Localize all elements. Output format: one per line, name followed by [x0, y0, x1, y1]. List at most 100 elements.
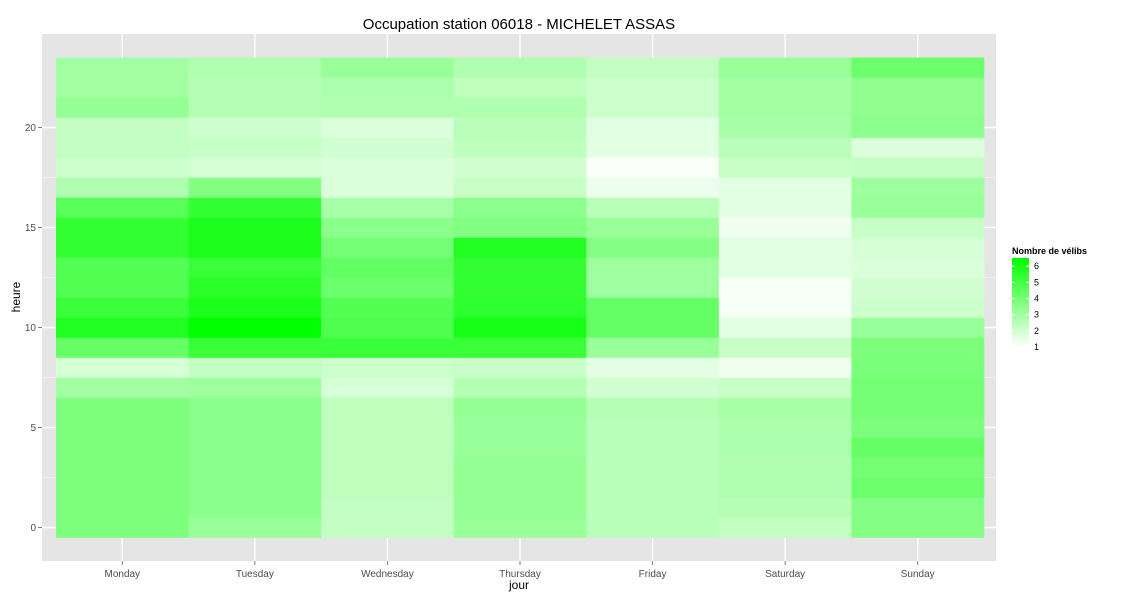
heatmap-tile	[718, 477, 852, 498]
heatmap-tiles	[56, 57, 985, 538]
heatmap-tile	[56, 117, 189, 138]
heatmap-tile	[851, 57, 985, 78]
x-tick-label: Wednesday	[361, 569, 414, 580]
heatmap-tile	[453, 397, 587, 418]
heatmap-tile	[56, 397, 189, 418]
legend-label: 1	[1034, 342, 1039, 352]
legend-label: 4	[1034, 293, 1039, 303]
heatmap-tile	[718, 117, 852, 138]
heatmap-tile	[321, 357, 455, 378]
heatmap-tile	[321, 157, 455, 178]
heatmap-tile	[851, 357, 985, 378]
heatmap-tile	[586, 357, 720, 378]
heatmap-tile	[718, 517, 852, 538]
heatmap-tile	[718, 297, 852, 318]
heatmap-tile	[453, 177, 587, 198]
heatmap-tile	[188, 77, 322, 98]
heatmap-tile	[56, 197, 189, 218]
heatmap-tile	[188, 337, 322, 358]
heatmap-tile	[586, 317, 720, 338]
heatmap-tile	[586, 237, 720, 258]
heatmap-tile	[453, 217, 587, 238]
heatmap-tile	[586, 277, 720, 298]
heatmap-tile	[188, 497, 322, 518]
x-tick-label: Monday	[104, 569, 140, 580]
heatmap-tile	[321, 137, 455, 158]
heatmap-tile	[321, 337, 455, 358]
legend-label: 6	[1034, 261, 1039, 271]
heatmap-tile	[188, 157, 322, 178]
heatmap-tile	[851, 277, 985, 298]
heatmap-tile	[321, 377, 455, 398]
heatmap-tile	[718, 357, 852, 378]
heatmap-tile	[321, 317, 455, 338]
heatmap-tile	[453, 257, 587, 278]
heatmap-tile	[851, 117, 985, 138]
legend-colorbar	[1012, 258, 1029, 347]
heatmap-tile	[188, 57, 322, 78]
heatmap-tile	[851, 297, 985, 318]
heatmap-tile	[188, 117, 322, 138]
heatmap-tile	[718, 237, 852, 258]
heatmap-tile	[453, 117, 587, 138]
heatmap-tile	[851, 457, 985, 478]
x-tick-label: Friday	[639, 569, 667, 580]
heatmap-tile	[453, 377, 587, 398]
y-tick-label: 15	[25, 223, 37, 234]
heatmap-tile	[586, 437, 720, 458]
x-axis-title: jour	[508, 578, 529, 592]
y-axis-title: heure	[9, 281, 23, 312]
heatmap-tile	[453, 97, 587, 118]
heatmap-tile	[56, 237, 189, 258]
x-tick-label: Saturday	[765, 569, 805, 580]
heatmap-tile	[188, 257, 322, 278]
legend-labels: 6 5 4 3 2 1	[1012, 261, 1039, 352]
heatmap-tile	[586, 117, 720, 138]
heatmap-tile	[718, 197, 852, 218]
heatmap-tile	[586, 157, 720, 178]
heatmap-tile	[851, 497, 985, 518]
heatmap-tile	[453, 417, 587, 438]
heatmap-tile	[718, 317, 852, 338]
heatmap-tile	[321, 217, 455, 238]
heatmap-tile	[453, 357, 587, 378]
heatmap-tile	[56, 357, 189, 378]
heatmap-tile	[188, 137, 322, 158]
heatmap-tile	[851, 177, 985, 198]
heatmap-tile	[586, 397, 720, 418]
heatmap-tile	[851, 417, 985, 438]
heatmap-tile	[321, 497, 455, 518]
heatmap-tile	[586, 417, 720, 438]
heatmap-tile	[188, 477, 322, 498]
heatmap-tile	[56, 337, 189, 358]
legend-label: 5	[1034, 277, 1039, 287]
heatmap-tile	[321, 397, 455, 418]
heatmap-tile	[453, 197, 587, 218]
heatmap-tile	[321, 277, 455, 298]
heatmap-tile	[56, 177, 189, 198]
heatmap-tile	[321, 177, 455, 198]
heatmap-tile	[453, 517, 587, 538]
heatmap-tile	[453, 137, 587, 158]
heatmap-tile	[56, 377, 189, 398]
heatmap-tile	[56, 77, 189, 98]
heatmap-tile	[188, 297, 322, 318]
heatmap-tile	[56, 257, 189, 278]
heatmap-tile	[321, 417, 455, 438]
heatmap-tile	[851, 377, 985, 398]
y-tick-label: 20	[25, 123, 37, 134]
heatmap-tile	[586, 57, 720, 78]
heatmap-tile	[453, 77, 587, 98]
x-axis-ticks: Monday Tuesday Wednesday Thursday Friday Satu…	[104, 561, 935, 580]
heatmap-tile	[718, 77, 852, 98]
heatmap-tile	[586, 457, 720, 478]
heatmap-tile	[718, 97, 852, 118]
heatmap-tile	[321, 97, 455, 118]
heatmap-tile	[586, 77, 720, 98]
heatmap-tile	[56, 437, 189, 458]
heatmap-tile	[453, 337, 587, 358]
heatmap-tile	[188, 177, 322, 198]
heatmap-tile	[188, 217, 322, 238]
heatmap-tile	[718, 377, 852, 398]
